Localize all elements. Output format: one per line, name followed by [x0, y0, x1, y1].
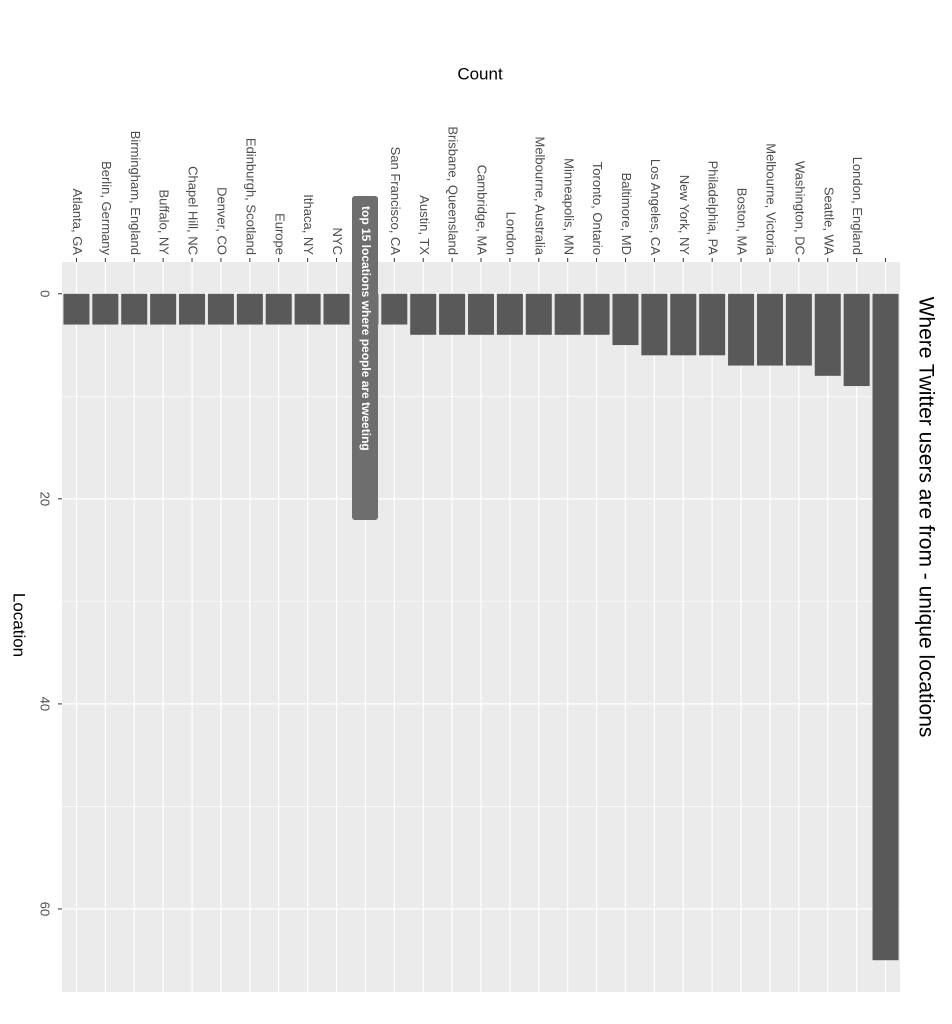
- x-tick-label: Philadelphia, PA: [706, 161, 721, 256]
- y-tick-label: 40: [38, 697, 53, 711]
- bar: [439, 293, 466, 335]
- bar: [63, 293, 90, 325]
- x-tick-label: Brisbane, Queensland: [446, 126, 461, 255]
- x-tick-label: NYC: [330, 228, 345, 255]
- bar: [207, 293, 234, 325]
- bar: [323, 293, 350, 325]
- x-tick-label: Ithaca, NY: [301, 194, 316, 255]
- tooltip-text: top 15 locations where people are tweeti…: [359, 206, 373, 451]
- y-axis-title: Location: [10, 593, 29, 657]
- bar: [814, 293, 841, 376]
- x-tick-label: Europe: [272, 213, 287, 255]
- x-tick-label: Minneapolis, MN: [561, 158, 576, 255]
- x-tick-label: Birmingham, England: [128, 131, 143, 255]
- bar: [525, 293, 552, 335]
- x-tick-label: London, England: [850, 157, 865, 255]
- x-tick-label: Baltimore, MD: [619, 173, 634, 255]
- x-tick-label: Seattle, WA: [821, 187, 836, 255]
- x-tick-label: Atlanta, GA: [70, 189, 85, 256]
- bar: [554, 293, 581, 335]
- x-tick-label: New York, NY: [677, 175, 692, 256]
- marks: [63, 293, 899, 961]
- bar: [728, 293, 755, 366]
- chart-title: Where Twitter users are from - unique lo…: [914, 297, 937, 738]
- x-tick-label: Los Angeles, CA: [648, 159, 663, 255]
- x-tick-label: San Francisco, CA: [388, 147, 403, 256]
- x-tick-label: Buffalo, NY: [157, 189, 172, 255]
- bar: [785, 293, 812, 366]
- bar: [699, 293, 726, 356]
- bar: [121, 293, 148, 325]
- bar: [294, 293, 321, 325]
- bar: [670, 293, 697, 356]
- x-tick-label: London: [503, 212, 518, 255]
- bar: [381, 293, 408, 325]
- y-tick-label: 60: [38, 902, 53, 916]
- bar: [843, 293, 870, 387]
- bar: [641, 293, 668, 356]
- x-tick-label: Chapel Hill, NC: [186, 166, 201, 255]
- x-tick-label: Boston, MA: [735, 188, 750, 256]
- y-tick-label: 20: [38, 492, 53, 506]
- bar: [265, 293, 292, 325]
- x-tick-label: Washington, DC: [792, 161, 807, 255]
- x-tick-label: Cambridge, MA: [475, 165, 490, 256]
- x-tick-label: Berlin, Germany: [99, 161, 114, 255]
- tooltip-box: [352, 196, 378, 520]
- x-tick-label: Melbourne, Victoria: [764, 143, 779, 256]
- x-axis-title: Count: [457, 64, 503, 83]
- y-tick-label: 0: [38, 290, 53, 297]
- bar: [612, 293, 639, 346]
- x-tick-label: Denver, CO: [214, 187, 229, 255]
- tooltip: top 15 locations where people are tweeti…: [352, 196, 378, 520]
- bar: [496, 293, 523, 335]
- bar: [410, 293, 437, 335]
- bar: [756, 293, 783, 366]
- x-tick-label: Toronto, Ontario: [590, 162, 605, 255]
- x-tick-label: Melbourne, Australia: [532, 136, 547, 255]
- x-tick-label: Edinburgh, Scotland: [243, 138, 258, 255]
- bar: [872, 293, 899, 961]
- bar: [150, 293, 177, 325]
- bar: [467, 293, 495, 335]
- bar: [92, 293, 119, 325]
- bar: [583, 293, 610, 335]
- bar: [179, 293, 206, 325]
- x-tick-label: Austin, TX: [417, 195, 432, 255]
- bar: [236, 293, 263, 325]
